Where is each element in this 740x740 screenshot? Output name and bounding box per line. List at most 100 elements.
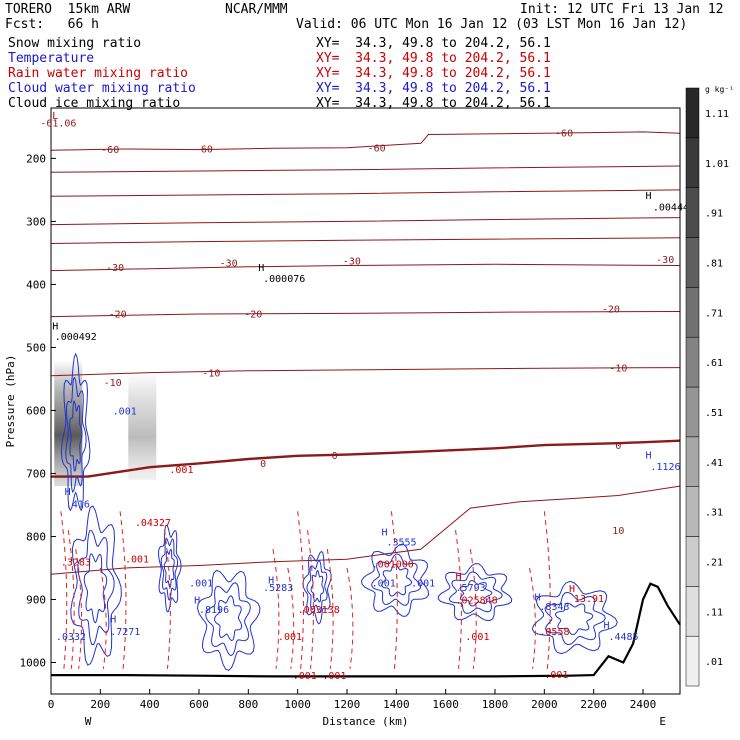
colorbar-label: .41: [705, 458, 723, 469]
extremum-label: .001: [125, 555, 149, 566]
x-tick-label: 2000: [531, 698, 558, 711]
cloud-water-contour: [158, 524, 182, 613]
isotherm-label: -30: [220, 258, 238, 269]
legend-cloud-ice-xy: XY= 34.3, 49.8 to 204.2, 56.1: [316, 96, 551, 111]
rain-contour: [529, 567, 536, 669]
extremum-label: .3555: [386, 538, 416, 549]
rain-contour: [326, 548, 334, 669]
x-tick-label: 1000: [284, 698, 311, 711]
x-tick-label: 200: [90, 698, 110, 711]
x-axis-label: Distance (km): [322, 715, 408, 728]
colorbar-label: .81: [705, 258, 723, 269]
colorbar-label: .21: [705, 557, 723, 568]
legend-cloud-water-xy: XY= 34.3, 49.8 to 204.2, 56.1: [316, 81, 551, 96]
extremum-label: H: [52, 321, 58, 332]
extremum-label: .001: [411, 578, 435, 589]
colorbar-swatch: [685, 336, 700, 388]
legend-cloud-water: Cloud water mixing ratio: [8, 81, 196, 96]
extremum-label: .7271: [110, 627, 140, 638]
y-tick-label: 200: [26, 152, 46, 165]
cloud-water-contour: [70, 505, 122, 666]
isotherm-label: -60: [195, 144, 213, 155]
cloud-water-contour: [555, 602, 594, 636]
x-tick-label: 1400: [383, 698, 410, 711]
extremum-label: .5793: [456, 583, 486, 594]
colorbar-label: .01: [705, 657, 723, 668]
isotherm-line: [50, 311, 681, 318]
isotherm-label: -30: [656, 255, 674, 266]
legend-rain-xy: XY= 34.3, 49.8 to 204.2, 56.1: [316, 66, 551, 81]
cloud-water-contour: [77, 529, 115, 646]
extremum-label: H: [258, 263, 264, 274]
colorbar-label: .61: [705, 358, 723, 369]
rain-contour: [469, 548, 477, 669]
x-tick-label: 0: [48, 698, 55, 711]
extremum-label: .001: [465, 632, 489, 643]
cloud-water-contour: [65, 376, 87, 493]
rain-contour: [67, 530, 75, 669]
extremum-label: .001: [372, 578, 396, 589]
forecast-hour: Fcst: 66 h: [5, 17, 99, 32]
extremum-label: H: [382, 527, 388, 538]
extremum-label: L: [52, 111, 58, 122]
cloud-water-contour: [205, 582, 251, 657]
colorbar-swatch: [685, 436, 700, 487]
legend-snow-xy: XY= 34.3, 49.8 to 204.2, 56.1: [316, 36, 551, 51]
y-tick-label: 600: [26, 404, 46, 417]
colorbar-unit: g kg⁻¹: [705, 85, 734, 94]
x-tick-label: 1800: [482, 698, 509, 711]
colorbar-label: 1.01: [705, 159, 729, 170]
extremum-label: .001: [293, 671, 317, 682]
y-tick-label: 400: [26, 278, 46, 291]
isotherm-line: [50, 237, 681, 244]
colorbar-label: .31: [705, 508, 723, 519]
extremum-label: .001: [544, 670, 568, 681]
extremum-label: H: [110, 614, 116, 625]
x-tick-label: 2200: [580, 698, 607, 711]
isotherm-label: -10: [104, 378, 122, 389]
extremum-label: .025848: [456, 595, 498, 606]
extremum-label: .000076: [263, 274, 305, 285]
isotherm-label: -30: [343, 256, 361, 267]
model-title: TORERO 15km ARW: [5, 2, 131, 17]
extremum-label: .001: [322, 671, 346, 682]
isotherm-line: [50, 263, 681, 272]
cloud-water-contour: [160, 537, 179, 601]
colorbar-label: .51: [705, 408, 723, 419]
isotherm-label: -20: [602, 304, 620, 315]
extremum-label: .0332: [56, 632, 86, 643]
cloud-water-contour: [459, 579, 493, 607]
rain-contour: [346, 567, 354, 669]
extremum-label: H: [604, 621, 610, 632]
cloud-water-contour: [83, 553, 108, 624]
colorbar-label: .11: [705, 607, 723, 618]
cloud-water-contour: [448, 571, 503, 615]
y-tick-label: 800: [26, 530, 46, 543]
extremum-label: .416: [66, 500, 90, 511]
isotherm-label: 10: [612, 526, 624, 537]
x-tick-label: 1600: [432, 698, 459, 711]
cloud-water-contour: [214, 595, 243, 642]
cloud-water-contour: [60, 352, 91, 512]
isotherm-line: [50, 189, 681, 197]
extremum-label: .001: [189, 578, 213, 589]
colorbar-swatch: [685, 486, 700, 537]
y-tick-label: 1000: [20, 656, 47, 669]
isotherm-line: [50, 165, 681, 173]
colorbar-swatch: [685, 287, 700, 338]
extremum-label: .001: [278, 632, 302, 643]
extremum-label: H: [534, 592, 540, 603]
isotherm-label: -20: [109, 309, 127, 320]
rain-contour: [287, 567, 295, 669]
x-tick-label: 600: [189, 698, 209, 711]
y-tick-label: 300: [26, 215, 46, 228]
plot-frame: [50, 107, 681, 695]
isotherm-label: -30: [106, 263, 124, 274]
legend-snow: Snow mixing ratio: [8, 36, 142, 51]
extremum-label: .001: [169, 465, 193, 476]
isotherm-line: [50, 217, 681, 226]
isotherm-label: 0: [615, 441, 621, 452]
cloud-water-contour: [306, 560, 328, 614]
extremum-label: H: [456, 572, 462, 583]
